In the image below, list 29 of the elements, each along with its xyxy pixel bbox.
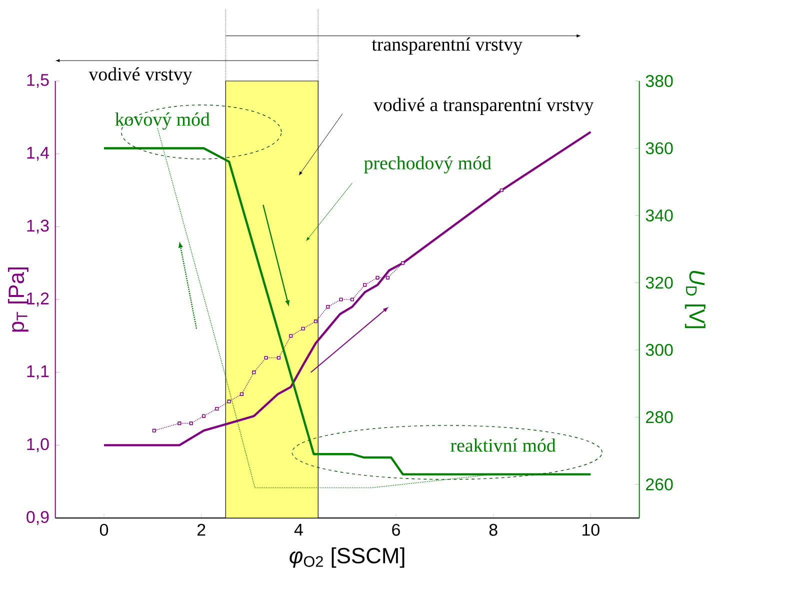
annotation: reaktivní mód xyxy=(450,438,556,452)
y2-tick-label: 380 xyxy=(646,74,673,87)
y-tick-label: 1,1 xyxy=(27,365,49,380)
annotation: prechodový mód xyxy=(364,156,492,174)
y2-tick-label: 340 xyxy=(646,209,673,222)
text: transparentní vrstvy xyxy=(372,37,522,55)
x-tick-label: 2 xyxy=(197,524,206,536)
y2-tick-label: 360 xyxy=(646,142,673,154)
annotation: kovový mód xyxy=(115,112,210,130)
annotation: vodivé vrstvy xyxy=(88,67,192,85)
x-tick-label: 6 xyxy=(392,524,400,536)
y2-tick-label: 280 xyxy=(646,411,673,424)
y2-tick-label: 260 xyxy=(646,478,673,490)
x-tick-label: 4 xyxy=(294,524,303,536)
x-tick-label: 0 xyxy=(100,524,108,536)
y2-tick-label: 300 xyxy=(646,344,673,356)
y-axis-title: p$_{T}$ [Pa] xyxy=(8,267,28,332)
x-axis-title: φ$_{O2}$ [SSCM] xyxy=(290,547,404,568)
y-tick-label: 1,0 xyxy=(27,438,49,452)
y-tick-label: 1,3 xyxy=(27,220,49,234)
y-tick-label: 1,5 xyxy=(27,74,49,88)
annotation: vodivé a transparentní vrstvy xyxy=(373,98,594,116)
y2-tick-label: 320 xyxy=(646,276,673,289)
y-tick-label: 1,2 xyxy=(27,292,49,306)
y2-axis-title: U$_{D}$ [V] xyxy=(684,270,706,328)
y-tick-label: 0,9 xyxy=(26,511,49,525)
y-tick-label: 1,4 xyxy=(27,146,49,161)
x-tick-label: 8 xyxy=(489,524,498,536)
x-tick-label: 10 xyxy=(582,524,600,536)
